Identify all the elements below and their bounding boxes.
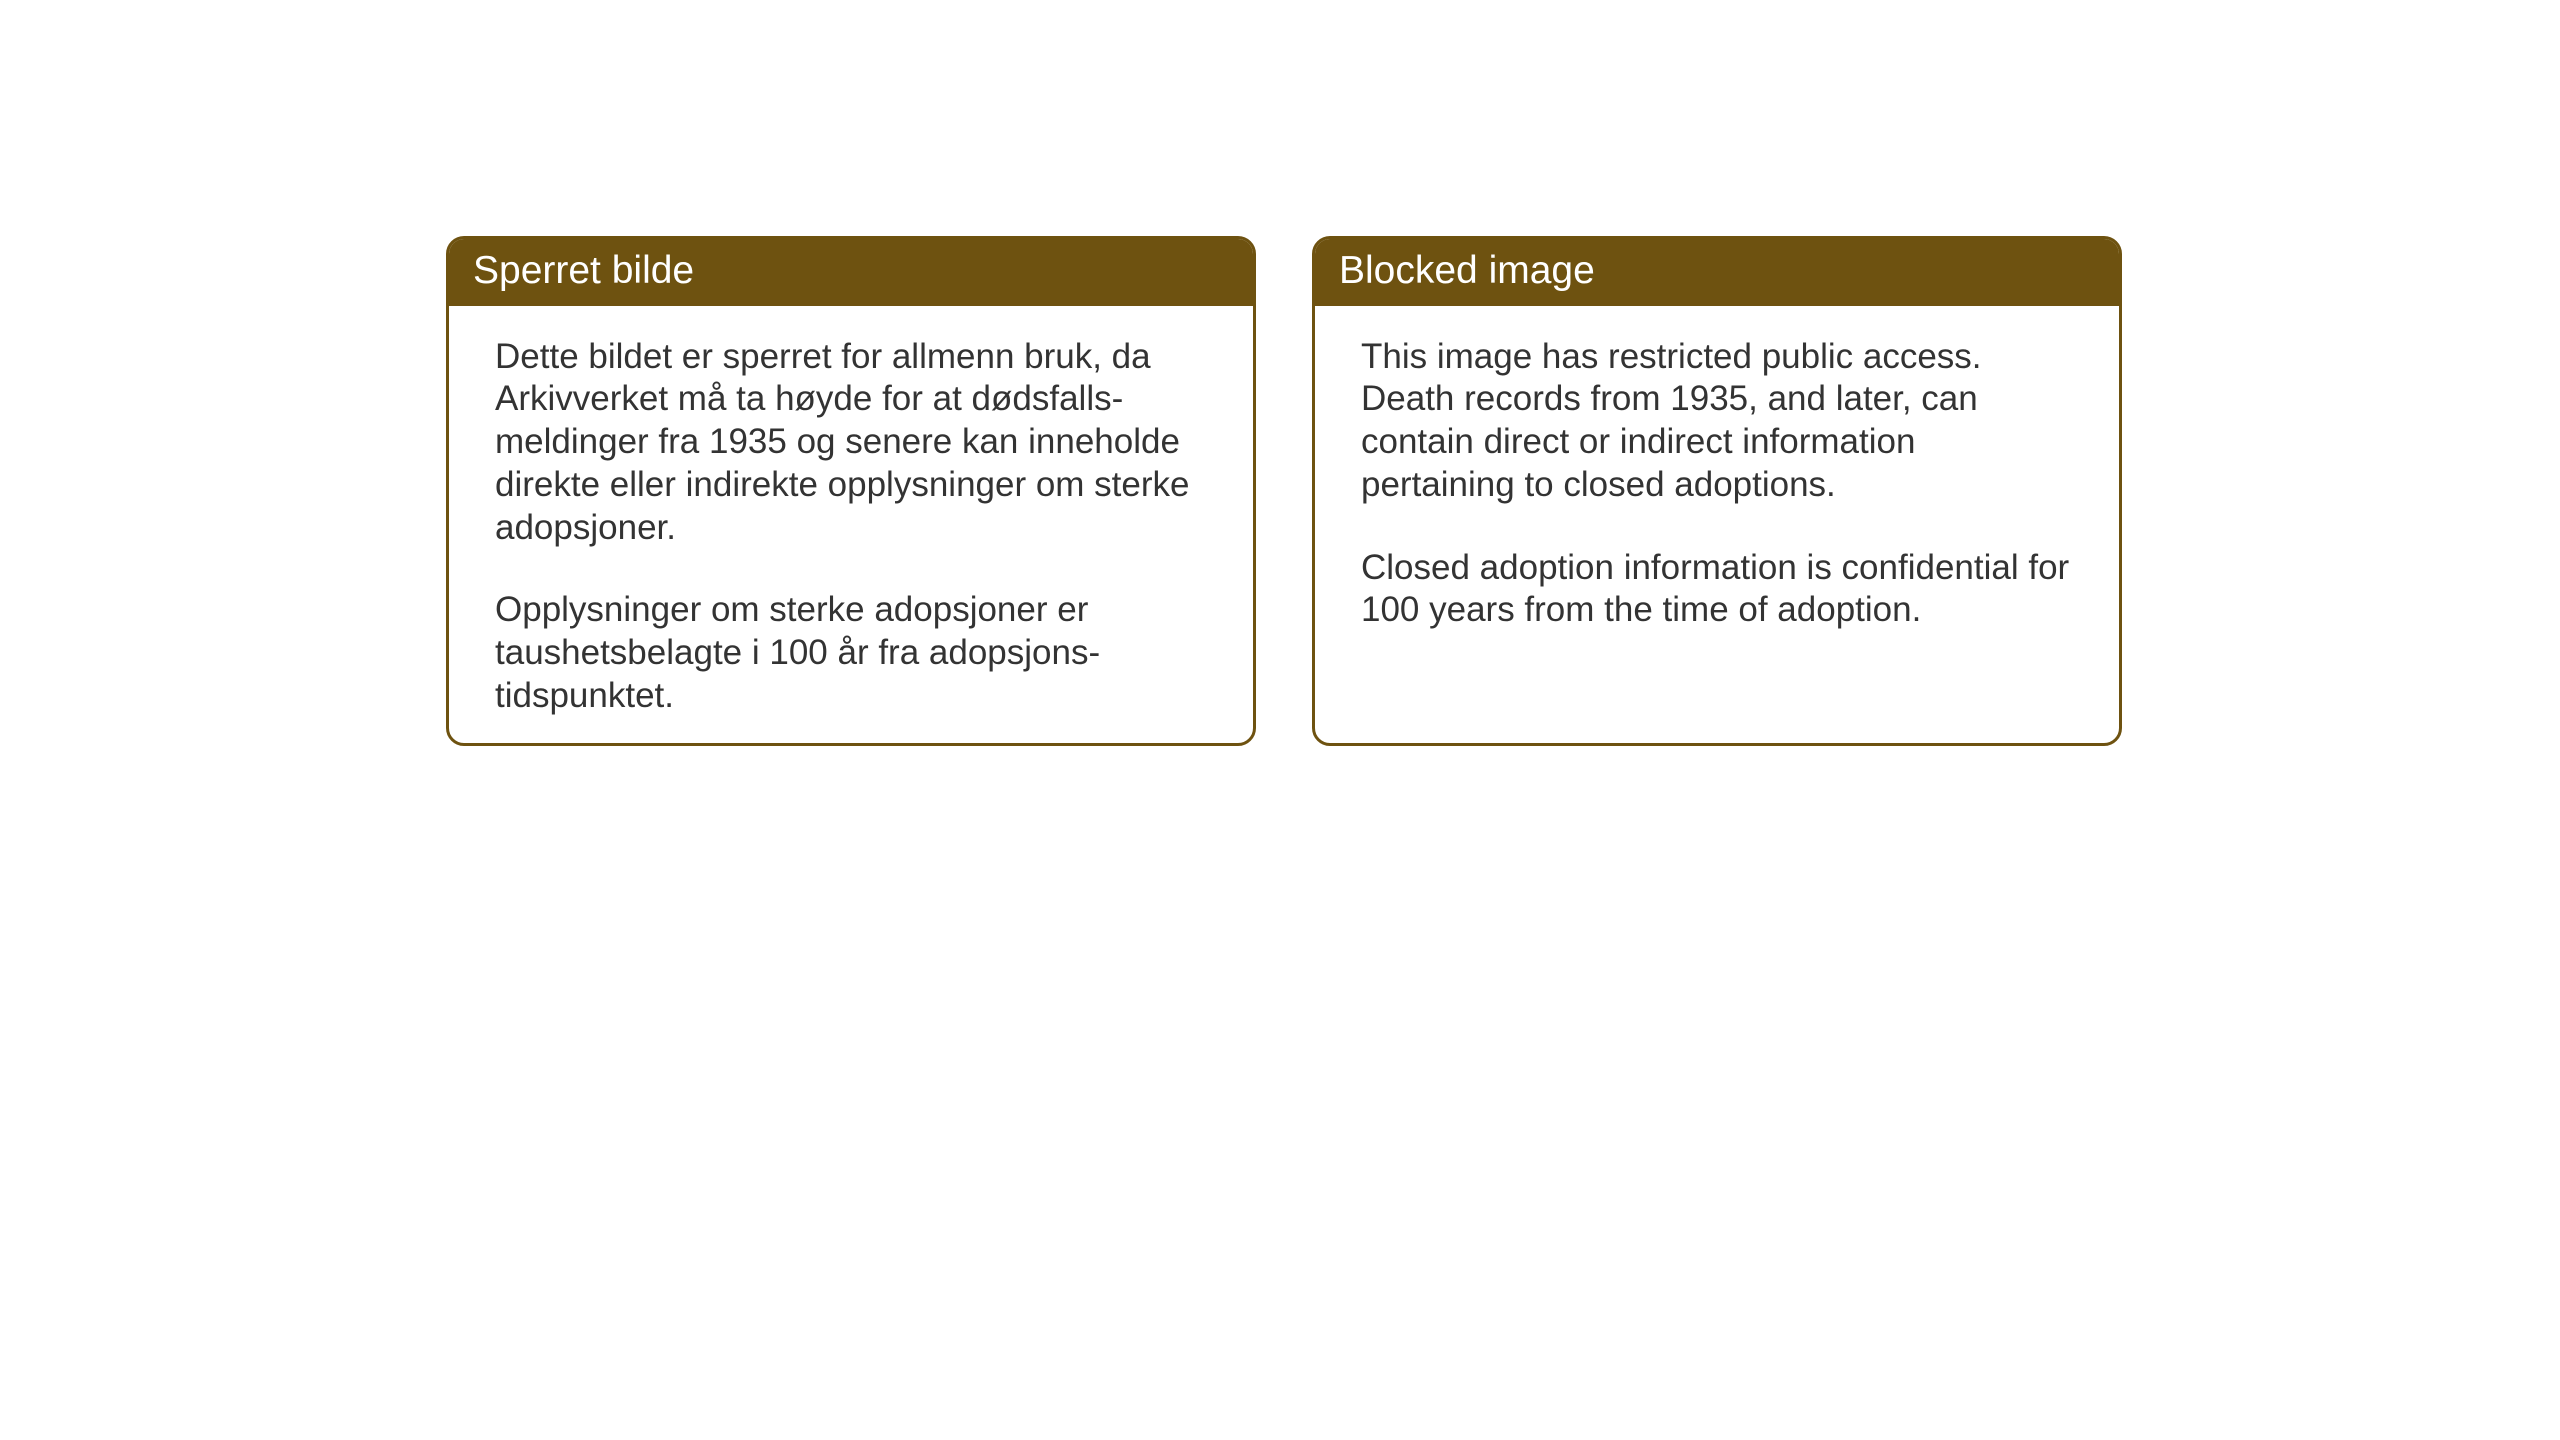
notice-header-english: Blocked image — [1315, 239, 2119, 306]
notice-header-norwegian: Sperret bilde — [449, 239, 1253, 306]
notice-box-norwegian: Sperret bilde Dette bildet er sperret fo… — [446, 236, 1256, 746]
notice-body-norwegian: Dette bildet er sperret for allmenn bruk… — [449, 306, 1253, 746]
notice-paragraph-2-norwegian: Opplysninger om sterke adopsjoner er tau… — [495, 589, 1207, 717]
notice-paragraph-1-norwegian: Dette bildet er sperret for allmenn bruk… — [495, 336, 1207, 549]
notice-container: Sperret bilde Dette bildet er sperret fo… — [446, 236, 2122, 746]
notice-box-english: Blocked image This image has restricted … — [1312, 236, 2122, 746]
notice-body-english: This image has restricted public access.… — [1315, 306, 2119, 662]
notice-paragraph-2-english: Closed adoption information is confident… — [1361, 547, 2073, 632]
notice-paragraph-1-english: This image has restricted public access.… — [1361, 336, 2073, 507]
